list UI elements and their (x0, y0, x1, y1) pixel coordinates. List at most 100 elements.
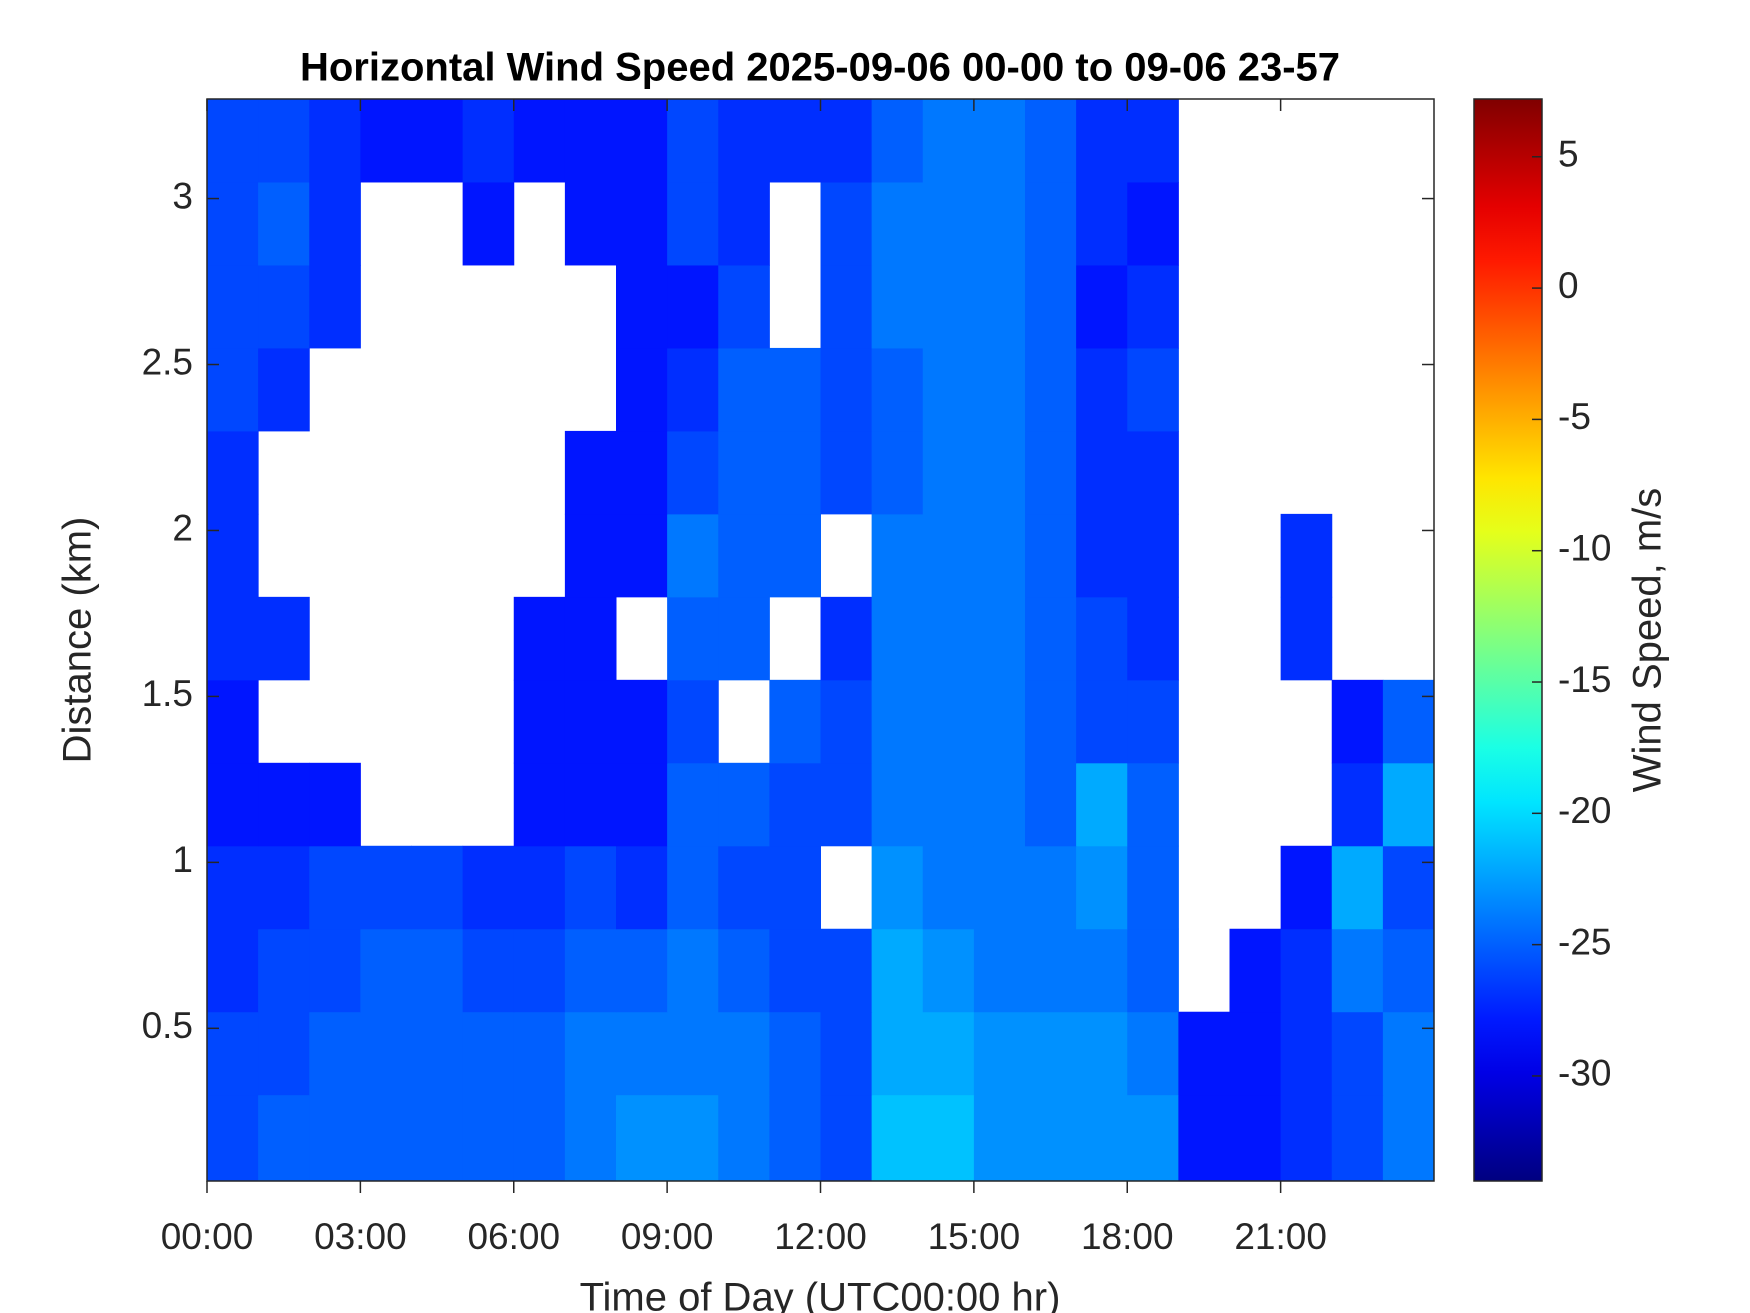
heatmap-cell (769, 99, 821, 183)
heatmap-cell (1229, 1094, 1282, 1182)
heatmap-cell (564, 181, 617, 266)
heatmap-cell (616, 264, 668, 349)
x-tick-label: 03:00 (314, 1216, 407, 1257)
x-tick-label: 18:00 (1081, 1216, 1174, 1257)
heatmap-cell (973, 1011, 1026, 1096)
heatmap-cell (1127, 181, 1179, 266)
heatmap-cell (1382, 762, 1435, 847)
heatmap-cell (1076, 99, 1128, 183)
heatmap-cell (309, 928, 361, 1013)
heatmap-cell (718, 513, 770, 598)
heatmap-cell (462, 1011, 515, 1096)
heatmap-cell (360, 99, 412, 183)
heatmap-cell (1025, 1011, 1077, 1096)
heatmap-cell (616, 1094, 668, 1182)
heatmap-cell (462, 1094, 515, 1182)
heatmap-cell (207, 181, 259, 266)
heatmap-cell (667, 1094, 719, 1182)
heatmap-cell (258, 1094, 310, 1182)
heatmap-cell (462, 99, 515, 183)
axes: 00:00 03:00 06:00 09:00 12:00 15:00 18:00 21:00… (142, 98, 1611, 1257)
heatmap-cell (258, 928, 310, 1013)
heatmap-cell (1127, 1094, 1179, 1182)
heatmap-cell (667, 845, 719, 930)
heatmap-cell (1127, 928, 1179, 1013)
heatmap-cell (1382, 1094, 1435, 1182)
heatmap-cell (1382, 845, 1435, 930)
heatmap-cell (1025, 181, 1077, 266)
y-tick-label: 3 (172, 175, 193, 216)
heatmap-cell (820, 928, 873, 1013)
heatmap-cell (820, 347, 873, 432)
heatmap-cell (1331, 679, 1384, 764)
heatmap-cell (769, 928, 821, 1013)
heatmap-cell (616, 99, 668, 183)
heatmap-cell (769, 513, 821, 598)
heatmap-cell (667, 596, 719, 681)
heatmap-cell (973, 264, 1026, 349)
heatmap-cell (1025, 347, 1077, 432)
heatmap-cell (871, 762, 924, 847)
heatmap-cell (1076, 347, 1128, 432)
heatmap-cell (258, 1011, 310, 1096)
heatmap-cell (462, 845, 515, 930)
heatmap-cell (564, 845, 617, 930)
heatmap-cell (1025, 762, 1077, 847)
heatmap-cell (513, 928, 566, 1013)
heatmap-cell (667, 762, 719, 847)
heatmap-cell (1025, 845, 1077, 930)
heatmap-cell (871, 928, 924, 1013)
heatmap-cell (411, 845, 464, 930)
heatmap-cell (1025, 264, 1077, 349)
y-tick-label: 2 (172, 507, 193, 548)
heatmap-cell (616, 430, 668, 515)
heatmap-cell (1076, 513, 1128, 598)
heatmap-cell (718, 845, 770, 930)
heatmap-cell (769, 845, 821, 930)
heatmap-cell (922, 347, 975, 432)
heatmap-cell (1280, 513, 1333, 598)
heatmap-cell (1076, 845, 1128, 930)
heatmap-cell (309, 1011, 361, 1096)
heatmap-cell (871, 264, 924, 349)
heatmap-cell (667, 430, 719, 515)
heatmap-cell (820, 1094, 873, 1182)
heatmap-cell (718, 99, 770, 183)
heatmap-cell (1280, 1094, 1333, 1182)
heatmap-cell (922, 596, 975, 681)
heatmap-cell (667, 928, 719, 1013)
heatmap-cell (1382, 679, 1435, 764)
heatmap-cell (1076, 679, 1128, 764)
heatmap-cell (667, 347, 719, 432)
heatmap-cell (360, 845, 412, 930)
heatmap-cell (309, 762, 361, 847)
heatmap-cell (207, 430, 259, 515)
x-axis-label: Time of Day (UTC00:00 hr) (580, 1276, 1061, 1313)
colorbar-tick-label: -25 (1558, 921, 1611, 962)
heatmap-cell (718, 181, 770, 266)
heatmap-cell (769, 430, 821, 515)
heatmap-cell (718, 596, 770, 681)
heatmap-cell (1025, 513, 1077, 598)
heatmap-cell (973, 430, 1026, 515)
heatmap-cell (207, 928, 259, 1013)
colorbar-label: Wind Speed, m/s (1626, 488, 1670, 793)
heatmap-cell (1025, 430, 1077, 515)
heatmap-cell (718, 264, 770, 349)
heatmap-cell (513, 762, 566, 847)
heatmap-cell (1382, 928, 1435, 1013)
colorbar-tick-label: -10 (1558, 527, 1611, 568)
heatmap-cell (1076, 762, 1128, 847)
heatmap-cell (1127, 845, 1179, 930)
heatmap-cell (973, 762, 1026, 847)
heatmap-cell (1178, 1011, 1230, 1096)
heatmap-cell (1127, 347, 1179, 432)
heatmap-cell (1331, 1094, 1384, 1182)
heatmap-cell (769, 1011, 821, 1096)
heatmap-cell (1025, 1094, 1077, 1182)
y-tick-label: 1.5 (142, 673, 193, 714)
heatmap-cell (922, 928, 975, 1013)
heatmap-cell (564, 596, 617, 681)
heatmap-cell (973, 513, 1026, 598)
